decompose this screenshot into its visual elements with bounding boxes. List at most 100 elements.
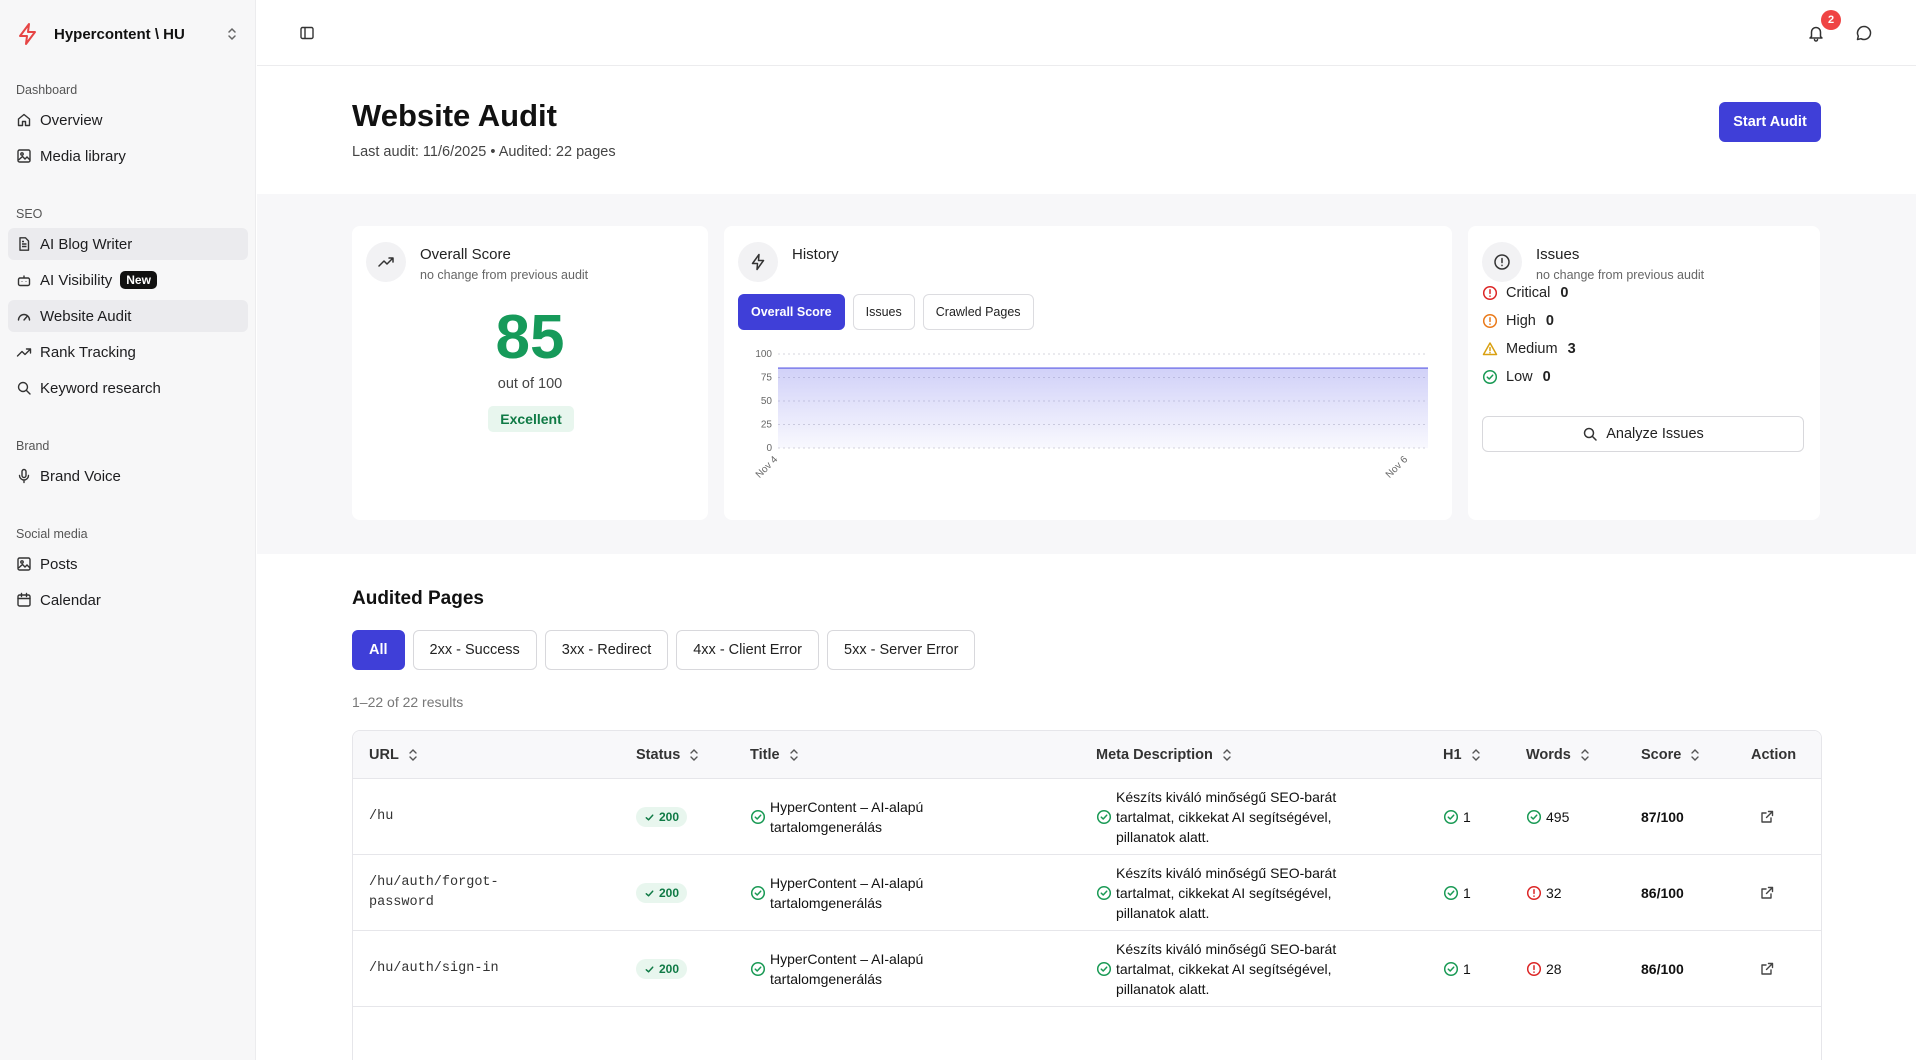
status-code: 200 bbox=[659, 810, 680, 824]
row-meta-description: Készíts kiváló minőségű SEO-barát tartal… bbox=[1116, 789, 1337, 845]
bolt-icon bbox=[751, 253, 765, 271]
check-circle-icon bbox=[1443, 809, 1459, 825]
tab-overall-score[interactable]: Overall Score bbox=[738, 294, 845, 330]
nav-group-seo: SEO AI Blog Writer AI Visibility New Web… bbox=[8, 204, 248, 404]
column-label: Words bbox=[1526, 747, 1571, 763]
start-audit-button[interactable]: Start Audit bbox=[1719, 102, 1821, 142]
alert-circle-icon bbox=[1526, 961, 1542, 977]
gauge-icon bbox=[17, 313, 31, 321]
sidebar-item-website-audit[interactable]: Website Audit bbox=[8, 300, 248, 332]
bolt-logo-icon bbox=[19, 23, 36, 45]
y-tick-label: 100 bbox=[755, 349, 772, 360]
tab-crawled-pages[interactable]: Crawled Pages bbox=[922, 294, 1034, 330]
sidebar-toggle-icon[interactable] bbox=[299, 25, 315, 41]
score-card-icon bbox=[366, 242, 406, 282]
sidebar-item-label: Calendar bbox=[40, 591, 101, 609]
x-tick-label: Nov 6 bbox=[1384, 454, 1411, 481]
alert-circle-icon bbox=[1494, 254, 1510, 270]
column-header-title[interactable]: Title bbox=[750, 731, 800, 779]
y-tick-label: 50 bbox=[761, 396, 773, 407]
row-score: 87/100 bbox=[1641, 809, 1684, 825]
notification-count-badge: 2 bbox=[1821, 10, 1841, 30]
filter-2xx[interactable]: 2xx - Success bbox=[412, 630, 537, 670]
chat-bubble-icon[interactable] bbox=[1855, 24, 1873, 42]
check-circle-icon bbox=[1096, 885, 1112, 901]
filter-all[interactable]: All bbox=[352, 630, 405, 670]
sidebar-item-overview[interactable]: Overview bbox=[8, 104, 248, 136]
filter-3xx[interactable]: 3xx - Redirect bbox=[544, 630, 669, 670]
stats-band: Overall Score no change from previous au… bbox=[257, 194, 1916, 554]
sidebar-item-label: Rank Tracking bbox=[40, 343, 136, 361]
page-subtitle: Last audit: 11/6/2025 • Audited: 22 page… bbox=[352, 144, 616, 160]
check-circle-icon bbox=[1096, 809, 1112, 825]
table-row[interactable]: /hu/auth/sign-in 200 HyperContent – AI-ala… bbox=[353, 931, 1821, 1007]
table-header: URL Status Title Meta Description H1 Wor… bbox=[353, 731, 1821, 779]
alert-circle-icon bbox=[1526, 885, 1542, 901]
sidebar-item-media-library[interactable]: Media library bbox=[8, 140, 248, 172]
status-code: 200 bbox=[659, 962, 680, 976]
nav-group-dashboard: Dashboard Overview Media library bbox=[8, 80, 248, 172]
sidebar-item-label: Posts bbox=[40, 555, 78, 573]
alert-circle-icon bbox=[1482, 285, 1498, 301]
image-icon bbox=[17, 149, 31, 163]
results-count: 1–22 of 22 results bbox=[352, 694, 464, 710]
status-badge: 200 bbox=[636, 959, 688, 979]
column-header-url[interactable]: URL bbox=[369, 731, 419, 779]
check-circle-icon bbox=[1096, 961, 1112, 977]
sidebar-item-brand-voice[interactable]: Brand Voice bbox=[8, 460, 248, 492]
column-label: H1 bbox=[1443, 747, 1462, 763]
status-badge: 200 bbox=[636, 883, 688, 903]
column-header-words[interactable]: Words bbox=[1526, 731, 1591, 779]
filter-4xx[interactable]: 4xx - Client Error bbox=[676, 630, 820, 670]
sidebar-item-rank-tracking[interactable]: Rank Tracking bbox=[8, 336, 248, 368]
history-chart: 100 75 50 25 0 Nov 4 Nov 6 bbox=[754, 349, 1428, 481]
sort-icon bbox=[409, 749, 417, 761]
row-title: HyperContent – AI-alapú tartalomgenerálá… bbox=[770, 875, 924, 911]
row-meta-description: Készíts kiváló minőségű SEO-barát tartal… bbox=[1116, 941, 1337, 997]
external-link-icon[interactable] bbox=[1759, 809, 1775, 825]
column-header-score[interactable]: Score bbox=[1641, 731, 1701, 779]
row-url[interactable]: /hu/auth/sign-in bbox=[369, 961, 499, 976]
trend-up-icon bbox=[378, 257, 394, 267]
issue-count: 0 bbox=[1545, 313, 1554, 329]
row-meta-description: Készíts kiváló minőségű SEO-barát tartal… bbox=[1116, 865, 1337, 921]
y-tick-label: 25 bbox=[761, 420, 773, 431]
sidebar-item-keyword-research[interactable]: Keyword research bbox=[8, 372, 248, 404]
table-row[interactable]: /hu 200 HyperContent – AI-alapú tartalomge… bbox=[353, 779, 1821, 855]
row-score: 86/100 bbox=[1641, 961, 1684, 977]
check-circle-icon bbox=[750, 961, 766, 977]
audited-pages-title: Audited Pages bbox=[352, 588, 484, 609]
analyze-issues-button[interactable]: Analyze Issues bbox=[1482, 416, 1804, 452]
external-link-icon[interactable] bbox=[1759, 885, 1775, 901]
history-card-title: History bbox=[792, 246, 839, 263]
check-icon bbox=[645, 965, 654, 973]
row-url[interactable]: /hu bbox=[369, 809, 394, 824]
page-title: Website Audit bbox=[352, 98, 557, 133]
bell-icon[interactable] bbox=[1807, 24, 1825, 42]
row-h1-count: 1 bbox=[1463, 885, 1471, 901]
status-badge: 200 bbox=[636, 807, 688, 827]
sidebar-item-posts[interactable]: Posts bbox=[8, 548, 248, 580]
sidebar-item-ai-visibility[interactable]: AI Visibility New bbox=[8, 264, 248, 296]
trend-icon bbox=[16, 348, 32, 357]
sidebar-item-calendar[interactable]: Calendar bbox=[8, 584, 248, 616]
column-header-meta-description[interactable]: Meta Description bbox=[1096, 731, 1233, 779]
filter-5xx[interactable]: 5xx - Server Error bbox=[827, 630, 976, 670]
org-switcher[interactable]: Hypercontent \ HU bbox=[16, 18, 240, 50]
history-area bbox=[778, 368, 1428, 448]
row-score: 86/100 bbox=[1641, 885, 1684, 901]
nav-group-brand: Brand Brand Voice bbox=[8, 436, 248, 492]
sidebar-item-label: Media library bbox=[40, 147, 126, 165]
sidebar-item-label: Brand Voice bbox=[40, 467, 121, 485]
column-header-h1[interactable]: H1 bbox=[1443, 731, 1482, 779]
table-row[interactable]: /hu/auth/forgot-password 200 HyperContent … bbox=[353, 855, 1821, 931]
external-link-icon[interactable] bbox=[1759, 961, 1775, 977]
column-header-status[interactable]: Status bbox=[636, 731, 700, 779]
sort-icon bbox=[1691, 749, 1700, 761]
row-url[interactable]: /hu/auth/forgot-password bbox=[369, 875, 499, 910]
column-label: Action bbox=[1751, 747, 1797, 763]
row-word-count: 32 bbox=[1546, 885, 1562, 901]
tab-issues[interactable]: Issues bbox=[852, 294, 915, 330]
sidebar-item-ai-blog-writer[interactable]: AI Blog Writer bbox=[8, 228, 248, 260]
issues-card-icon bbox=[1482, 242, 1522, 282]
